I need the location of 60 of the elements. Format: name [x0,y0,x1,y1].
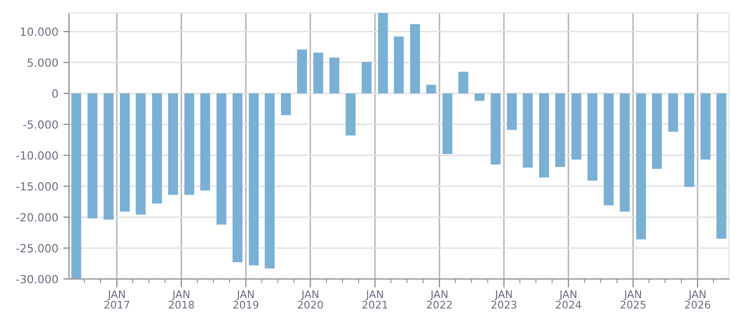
bar [636,93,646,240]
bar [313,52,324,94]
y-tick-label: -10.000 [16,151,58,160]
y-tick-label: 0 [52,89,58,98]
bar [604,93,614,206]
bar [346,93,356,136]
bar [329,58,340,94]
x-tick-label: JAN 2025 [620,290,646,309]
bar [668,93,678,132]
bar [297,50,307,94]
y-tick-label: 10.000 [20,28,58,36]
y-tick-label: -20.000 [16,213,58,222]
bar [248,93,259,266]
y-tick-label: -5.000 [23,120,58,129]
bar [652,93,662,169]
bar [458,72,468,94]
x-tick-label: JAN 2020 [298,290,323,309]
bar [490,93,501,165]
bar [587,93,598,181]
x-tick-label: JAN 2022 [426,290,452,309]
bar [426,84,436,94]
bar [378,13,388,94]
bar [700,93,710,160]
bar [232,93,242,262]
bar [152,93,162,204]
bar [506,93,517,130]
bar [555,93,566,168]
x-tick-label: JAN 2026 [685,290,710,309]
bar [120,93,130,212]
bar [184,93,194,195]
bar [136,93,146,215]
y-tick-label: -30.000 [16,274,58,284]
bar [216,93,226,225]
x-tick-label: JAN 2019 [233,290,258,309]
x-tick-label: JAN 2017 [104,290,130,309]
bar [522,93,533,168]
bar [88,93,98,218]
x-tick-label: JAN 2023 [491,290,516,309]
bar [571,93,582,160]
y-tick-label: 5.000 [28,58,58,67]
bar [264,93,275,268]
x-tick-label: JAN 2021 [362,290,388,309]
bar [168,93,178,195]
y-tick-label: -25.000 [16,244,58,252]
bar [104,93,114,220]
bar [684,93,694,187]
x-tick-label: JAN 2024 [556,290,582,309]
bar [410,24,420,94]
bar [71,93,82,278]
x-tick-label: JAN 2018 [168,290,194,309]
bar [394,36,404,94]
bar [442,93,452,154]
y-tick-label: -15.000 [16,182,58,191]
bar [200,93,210,191]
bar [716,93,726,239]
bar [280,93,291,116]
bar [474,93,485,101]
bar [362,62,372,94]
bar [539,93,549,178]
bar [620,93,630,212]
